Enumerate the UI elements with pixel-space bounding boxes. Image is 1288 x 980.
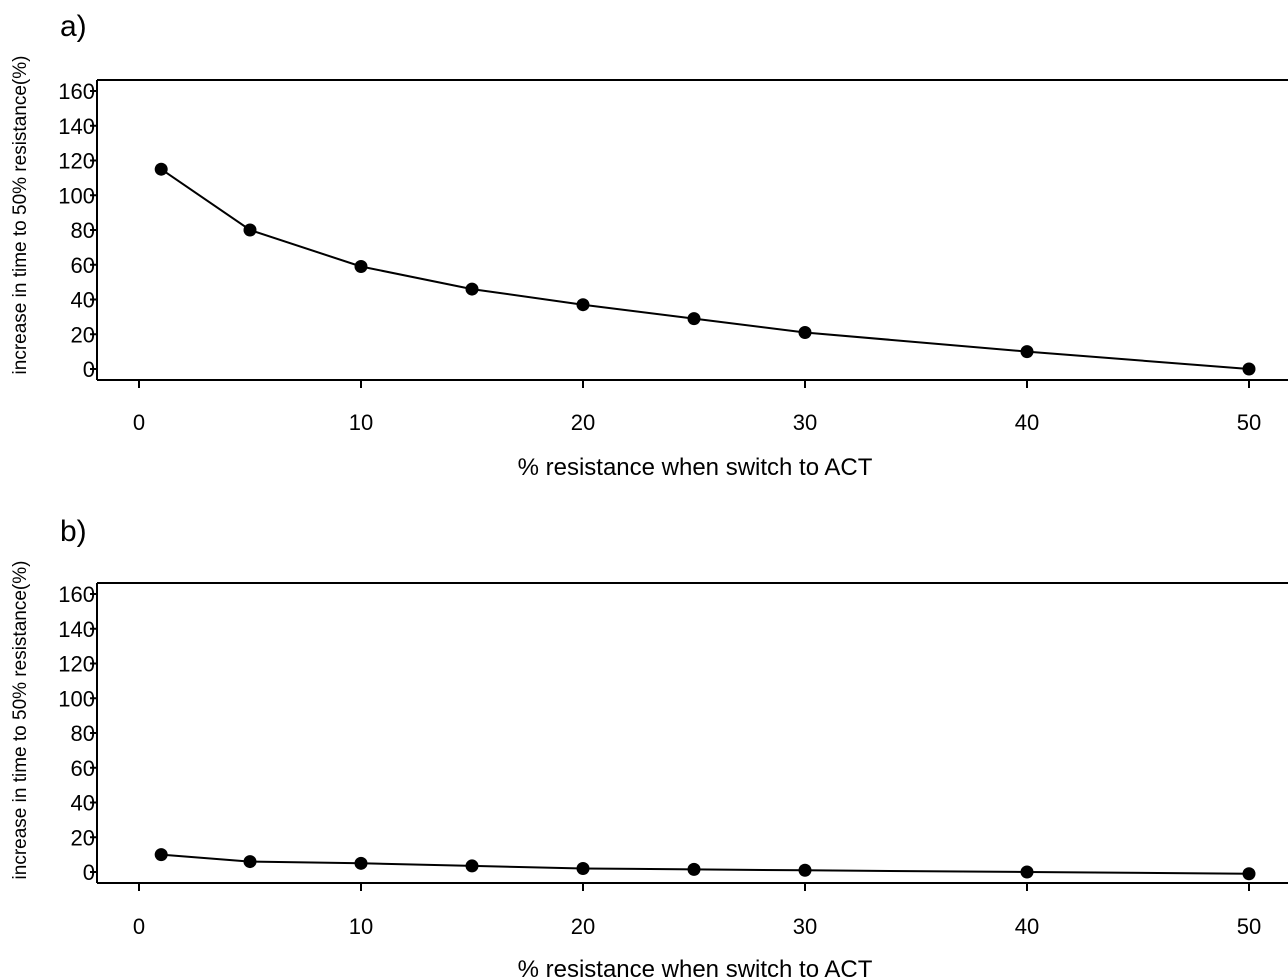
y-axis-label: increase in time to 50% resistance(%)	[10, 56, 31, 375]
y-axis-label: increase in time to 50% resistance(%)	[10, 561, 31, 880]
panel-label: a)	[60, 10, 87, 43]
data-point	[576, 298, 590, 312]
y-tick-label: 0	[83, 357, 95, 382]
data-point	[1242, 362, 1256, 376]
data-point	[798, 863, 812, 877]
y-tick-label: 60	[71, 253, 95, 278]
data-point	[154, 848, 168, 862]
data-point	[798, 326, 812, 340]
y-tick-label: 140	[58, 617, 95, 642]
x-tick-label: 0	[133, 914, 145, 939]
y-tick-label: 140	[58, 114, 95, 139]
y-tick-label: 60	[71, 756, 95, 781]
data-point	[465, 282, 479, 296]
data-point	[465, 859, 479, 873]
x-tick-label: 10	[349, 914, 373, 939]
data-point	[243, 855, 257, 869]
x-tick-label: 20	[571, 914, 595, 939]
y-tick-label: 40	[71, 288, 95, 313]
y-tick-label: 80	[71, 218, 95, 243]
data-point	[687, 312, 701, 326]
x-tick-label: 40	[1015, 914, 1039, 939]
x-tick-label: 40	[1015, 410, 1039, 435]
x-tick-label: 30	[793, 914, 817, 939]
x-axis-label: % resistance when switch to ACT	[518, 956, 873, 980]
data-point	[1242, 867, 1256, 881]
y-tick-label: 100	[58, 686, 95, 711]
x-tick-label: 50	[1237, 410, 1261, 435]
data-point	[576, 862, 590, 876]
y-tick-label: 120	[58, 149, 95, 174]
x-tick-label: 50	[1237, 914, 1261, 939]
x-tick-label: 0	[133, 410, 145, 435]
data-point	[154, 162, 168, 176]
x-tick-label: 30	[793, 410, 817, 435]
x-axis-label: % resistance when switch to ACT	[518, 454, 873, 481]
series-line	[160, 168, 1250, 370]
data-point	[687, 862, 701, 876]
series-line	[161, 853, 1250, 875]
x-tick-label: 10	[349, 410, 373, 435]
panel-label: b)	[60, 515, 87, 548]
y-tick-label: 160	[58, 79, 95, 104]
data-point	[354, 259, 368, 273]
y-tick-label: 80	[71, 721, 95, 746]
x-tick-label: 20	[571, 410, 595, 435]
y-tick-label: 0	[83, 860, 95, 885]
y-tick-label: 160	[58, 582, 95, 607]
data-point	[354, 856, 368, 870]
y-tick-label: 20	[71, 825, 95, 850]
y-tick-label: 100	[58, 183, 95, 208]
data-point	[1020, 865, 1034, 879]
data-point	[243, 223, 257, 237]
y-tick-label: 40	[71, 791, 95, 816]
data-point	[1020, 345, 1034, 359]
y-tick-label: 20	[71, 322, 95, 347]
y-tick-label: 120	[58, 652, 95, 677]
